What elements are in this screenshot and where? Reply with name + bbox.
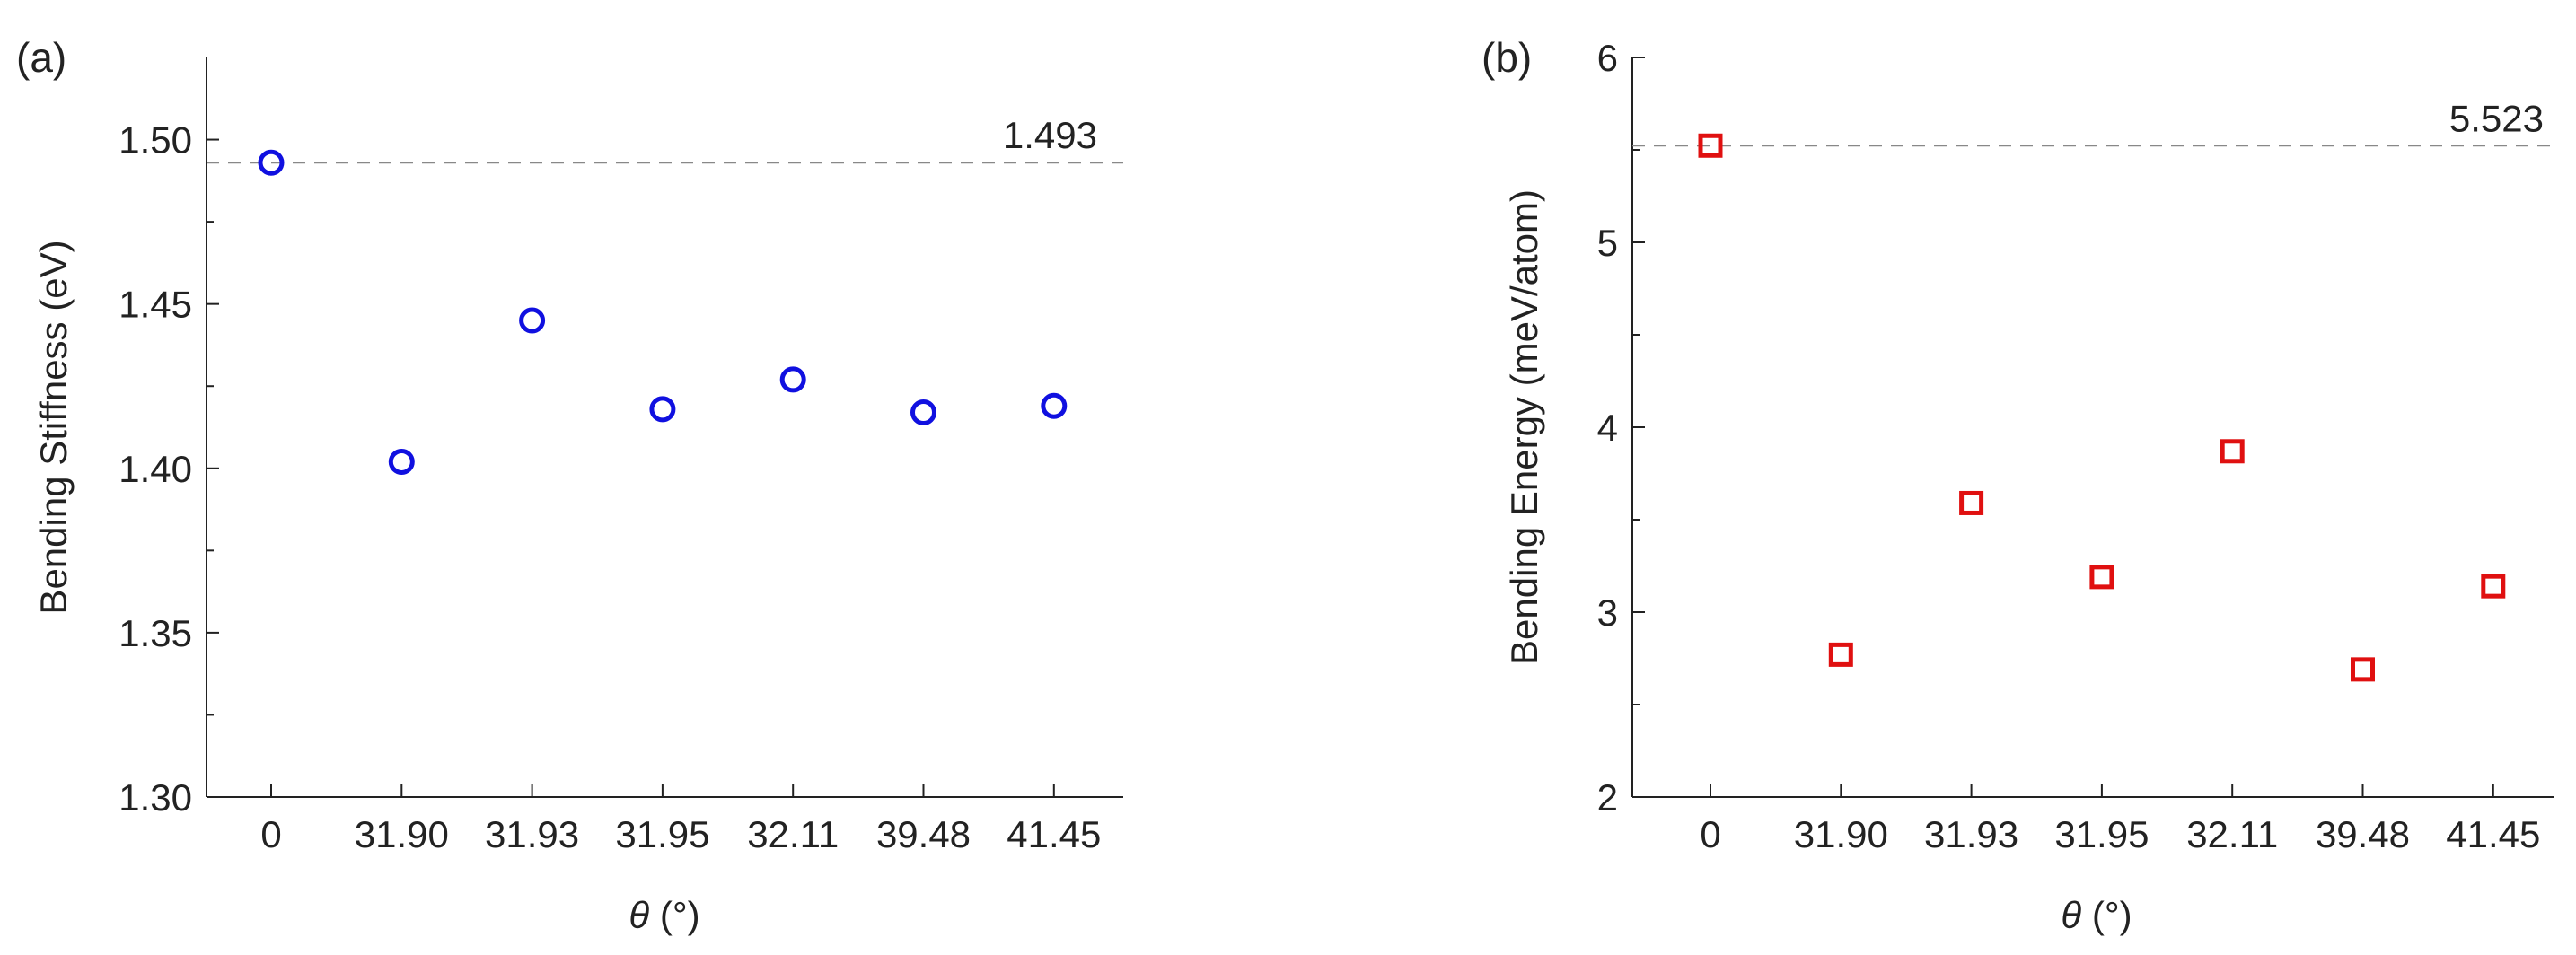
- panel-a-data-point: [1041, 392, 1068, 419]
- panel-b-data-point: [1828, 642, 1853, 667]
- panel-a-reference-label: 1.493: [1003, 114, 1097, 156]
- panel-a-y-tick-label: 1.45: [119, 284, 192, 326]
- panel-a-data-point: [519, 307, 546, 334]
- panel-a-x-axis-symbol: θ: [629, 894, 649, 936]
- panel-a-x-tick-label: 41.45: [1007, 813, 1101, 855]
- panel-a-data-point: [910, 399, 936, 426]
- panel-b-y-tick-label: 4: [1597, 407, 1618, 449]
- panel-b-label: (b): [1481, 34, 1532, 81]
- panel-a-y-tick-label: 1.50: [119, 119, 192, 162]
- panel-b-x-ticks: 0 31.90 31.93 31.95 32.11 39.48 41.45: [1700, 784, 2540, 855]
- panel-a-x-axis-title: θ (°): [629, 894, 699, 936]
- panel-a-data-point: [649, 396, 676, 423]
- panel-b-x-tick-label: 31.90: [1794, 813, 1888, 855]
- panel-b-y-ticks: 2 3 4 5 6: [1597, 37, 1645, 819]
- panel-b-x-tick-label: 39.48: [2316, 813, 2410, 855]
- panel-b-x-axis-title: θ (°): [2061, 894, 2132, 936]
- panel-b-data-point: [1959, 490, 1984, 515]
- panel-b-points: [1698, 133, 2506, 682]
- panel-a-y-tick-label: 1.30: [119, 776, 192, 819]
- panel-a-x-tick-label: 32.11: [747, 813, 839, 855]
- panel-b-data-point: [1698, 133, 1723, 158]
- panel-b-y-tick-label: 6: [1597, 37, 1618, 79]
- panel-b-y-tick-label: 2: [1597, 776, 1618, 819]
- panel-a-points: [258, 149, 1068, 475]
- panel-b-data-point: [2351, 657, 2375, 682]
- panel-b: (b) 2 3 4 5 6 0 31.90 31.93 31.95 32.11 39.48 41.4…: [1481, 34, 2554, 936]
- panel-a: (a) 1.30 1.35 1.40 1.45 1.50 0 31.90 31.93 31.9…: [16, 34, 1123, 936]
- panel-a-y-axis-title: Bending Stiffness (eV): [32, 240, 75, 614]
- panel-b-y-axis-title: Bending Energy (meV/atom): [1503, 189, 1545, 665]
- panel-b-data-point: [2220, 439, 2245, 464]
- panel-b-reference-label: 5.523: [2449, 97, 2544, 139]
- panel-a-x-tick-label: 39.48: [876, 813, 971, 855]
- panel-b-x-tick-label: 31.93: [1924, 813, 2018, 855]
- panel-b-x-tick-label: 32.11: [2186, 813, 2278, 855]
- panel-a-data-point: [779, 366, 806, 393]
- panel-b-x-tick-label: 0: [1700, 813, 1720, 855]
- panel-a-data-point: [388, 448, 415, 475]
- panel-b-y-tick-label: 5: [1597, 222, 1618, 264]
- panel-a-x-tick-label: 31.93: [485, 813, 579, 855]
- panel-b-x-tick-label: 41.45: [2446, 813, 2540, 855]
- panel-a-data-point: [258, 149, 285, 176]
- panel-b-y-tick-label: 3: [1597, 591, 1618, 634]
- panel-b-data-point: [2089, 565, 2114, 590]
- panel-b-x-axis-unit: (°): [2081, 894, 2132, 936]
- panel-a-x-tick-label: 0: [260, 813, 281, 855]
- panel-b-data-point: [2481, 574, 2506, 599]
- panel-b-x-axis-symbol: θ: [2061, 894, 2081, 936]
- panel-b-x-tick-label: 31.95: [2054, 813, 2149, 855]
- panel-a-x-tick-label: 31.90: [355, 813, 449, 855]
- panel-a-y-ticks: 1.30 1.35 1.40 1.45 1.50: [119, 119, 219, 819]
- panel-a-x-ticks: 0 31.90 31.93 31.95 32.11 39.48 41.45: [260, 784, 1101, 855]
- panel-a-x-axis-unit: (°): [649, 894, 699, 936]
- panel-a-label: (a): [16, 34, 66, 81]
- panel-a-y-tick-label: 1.40: [119, 448, 192, 490]
- panel-a-y-tick-label: 1.35: [119, 612, 192, 654]
- panel-a-x-tick-label: 31.95: [615, 813, 709, 855]
